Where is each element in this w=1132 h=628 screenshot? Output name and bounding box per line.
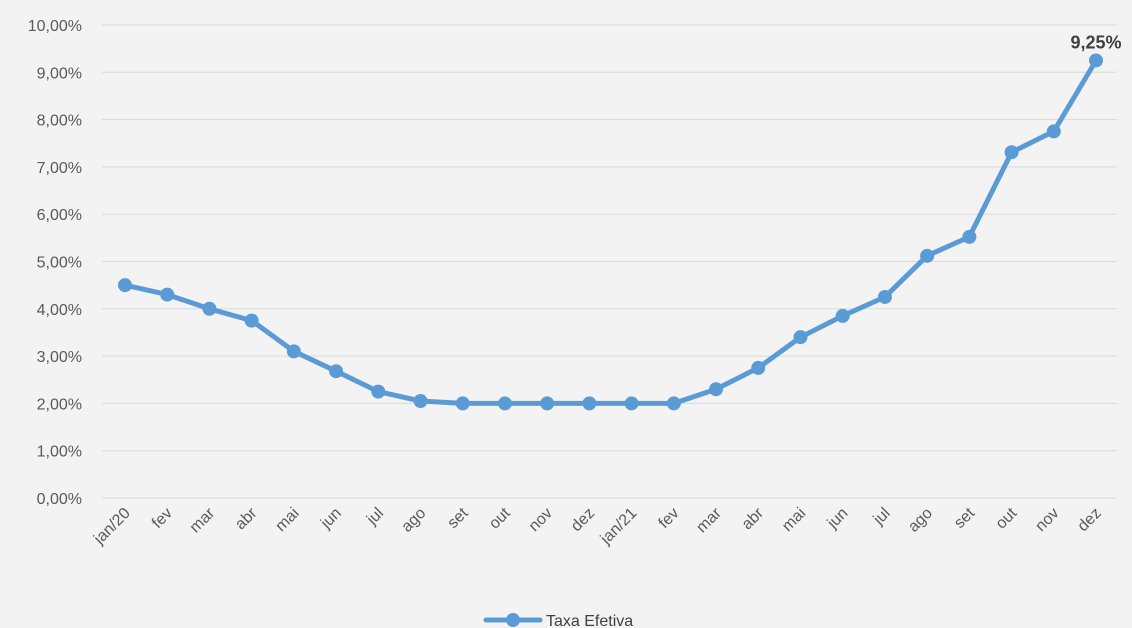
y-tick-label: 1,00%	[37, 444, 82, 461]
data-point	[286, 344, 301, 359]
data-point	[1004, 145, 1019, 160]
data-point	[118, 278, 132, 293]
series-line	[122, 58, 1099, 406]
data-label: 9,25%	[1070, 32, 1121, 52]
data-point	[624, 396, 639, 411]
y-tick-label: 7,00%	[37, 160, 82, 177]
data-point	[329, 364, 344, 379]
data-point	[751, 360, 766, 375]
legend: Taxa Efetiva	[483, 613, 633, 628]
y-tick-label: 6,00%	[37, 207, 82, 224]
data-point	[962, 229, 977, 244]
legend-point-marker	[506, 613, 520, 627]
data-point	[877, 289, 892, 304]
data-point	[202, 301, 217, 316]
data-point	[1089, 53, 1103, 68]
data-point	[455, 396, 470, 411]
data-point	[1046, 124, 1061, 139]
y-tick-label: 2,00%	[37, 396, 82, 413]
data-point	[413, 394, 428, 409]
data-point	[709, 382, 724, 397]
y-tick-label: 4,00%	[37, 302, 82, 319]
data-point	[793, 330, 808, 345]
legend-entry-taxa-efetiva: Taxa Efetiva	[546, 613, 633, 628]
data-point	[160, 287, 175, 302]
series-taxa-efetiva	[118, 53, 1103, 411]
data-point	[540, 396, 555, 411]
data-point	[666, 396, 681, 411]
y-tick-label: 10,00%	[28, 18, 82, 35]
gridlines	[102, 24, 1117, 499]
y-axis-tick-labels: 0,00% 1,00% 2,00% 3,00% 4,00% 5,00% 6,00% 7,00%…	[28, 18, 82, 508]
y-tick-label: 8,00%	[37, 113, 82, 130]
y-tick-label: 9,00%	[37, 65, 82, 82]
y-tick-label: 0,00%	[37, 491, 82, 508]
data-point	[582, 396, 597, 411]
data-point	[920, 248, 935, 263]
data-point	[835, 308, 850, 323]
data-point	[371, 384, 386, 399]
y-tick-label: 5,00%	[37, 255, 82, 272]
data-labels: 9,25%	[1070, 32, 1121, 52]
y-tick-label: 3,00%	[37, 349, 82, 366]
data-point	[497, 396, 512, 411]
data-point	[244, 313, 259, 328]
